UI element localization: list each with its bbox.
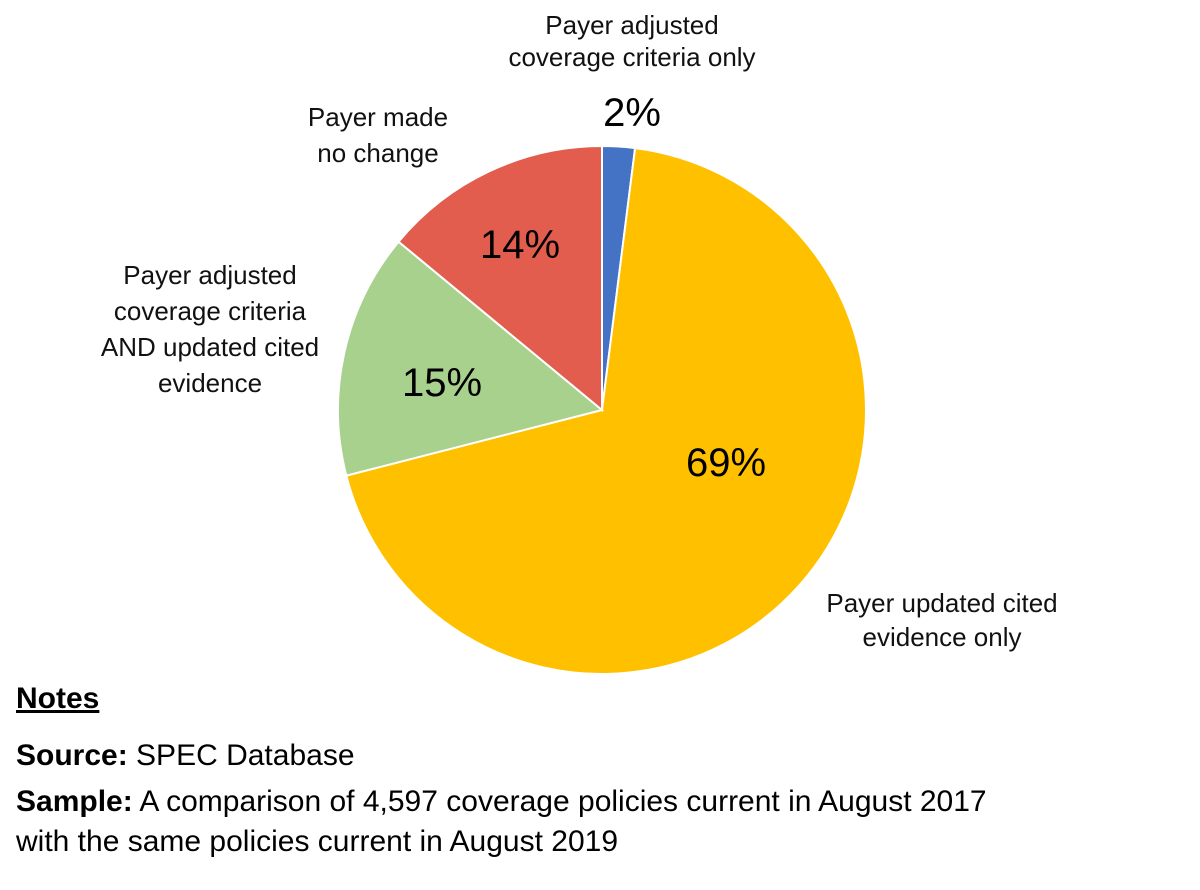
- pie-category-label-0: Payer adjusted coverage criteria only: [508, 10, 755, 72]
- sample-key: Sample:: [16, 785, 133, 818]
- pie-category-label-2-line-0: Payer adjusted: [123, 260, 296, 290]
- sample-note: Sample: A comparison of 4,597 coverage p…: [16, 782, 1196, 862]
- pie-value-label-0: 2%: [603, 91, 661, 135]
- notes-heading: Notes: [16, 682, 100, 715]
- pie-category-label-2-line-3: evidence: [158, 368, 262, 398]
- pie-category-label-1-line-0: Payer updated cited: [826, 588, 1057, 618]
- pie-category-label-3-line-0: Payer made: [308, 102, 448, 132]
- pie-category-label-2-line-2: AND updated cited: [101, 332, 319, 362]
- pie-chart: 2%69%15%14% Payer adjusted coverage crite…: [101, 10, 1058, 675]
- pie-category-label-3-line-1: no change: [317, 138, 438, 168]
- pie-category-label-0-line-1: coverage criteria only: [508, 42, 755, 72]
- pie-category-label-2: Payer adjusted coverage criteria AND updat…: [101, 260, 319, 398]
- source-note: Source: SPEC Database: [16, 736, 1196, 776]
- sample-value-line-1: A comparison of 4,597 coverage policies …: [139, 785, 987, 818]
- pie-slices: [336, 144, 867, 675]
- pie-slice-2: [336, 240, 605, 477]
- pie-value-labels: 2% 69% 15% 14%: [402, 91, 766, 485]
- pie-category-label-3: Payer made no change: [308, 102, 448, 168]
- pie-slice-3: [397, 144, 603, 413]
- pie-value-label-2: 15%: [402, 361, 482, 405]
- pie-value-label-3: 14%: [480, 223, 560, 267]
- pie-slice-1: [345, 146, 867, 675]
- pie-category-label-1-line-1: evidence only: [863, 622, 1022, 652]
- source-value: SPEC Database: [136, 739, 355, 772]
- pie-category-label-0-line-0: Payer adjusted: [545, 10, 718, 40]
- pie-category-labels: Payer adjusted coverage criteria onlyPaye…: [101, 10, 1058, 652]
- pie-category-label-2-line-1: coverage criteria: [114, 296, 307, 326]
- pie-value-label-1: 69%: [686, 441, 766, 485]
- notes-section: Notes Source: SPEC Database Sample: A co…: [16, 680, 1196, 868]
- pie-category-label-1: Payer updated cited evidence only: [826, 588, 1057, 652]
- source-key: Source:: [16, 739, 128, 772]
- sample-value-line-2: with the same policies current in August…: [16, 825, 619, 858]
